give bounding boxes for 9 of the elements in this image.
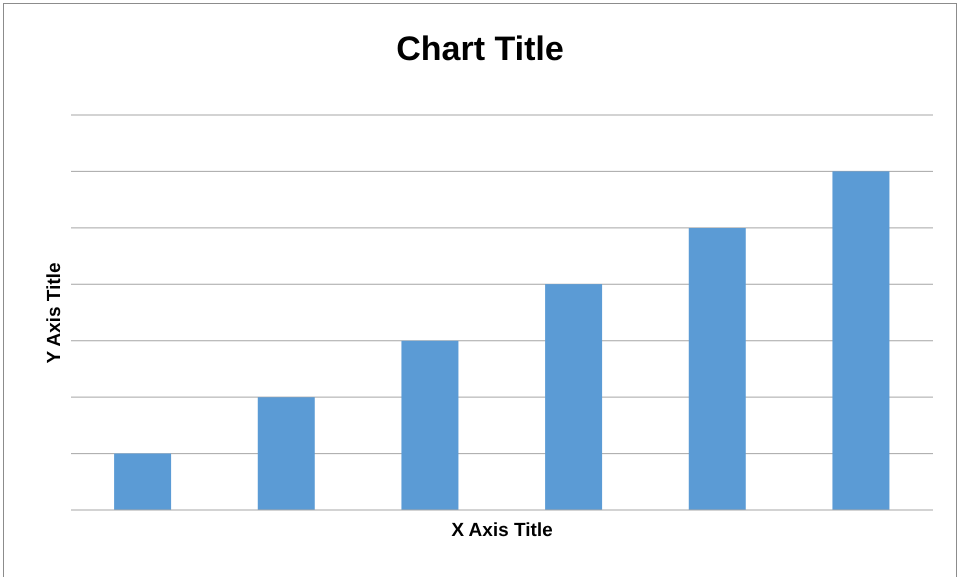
x-axis-title: X Axis Title [450,520,554,542]
bar [545,284,602,510]
bar [114,453,172,510]
bar [688,228,746,510]
y-axis-title: Y Axis Title [44,262,66,364]
chart-title: Chart Title [395,30,565,69]
bar [258,397,315,510]
bar [832,171,890,510]
bar [401,340,458,510]
